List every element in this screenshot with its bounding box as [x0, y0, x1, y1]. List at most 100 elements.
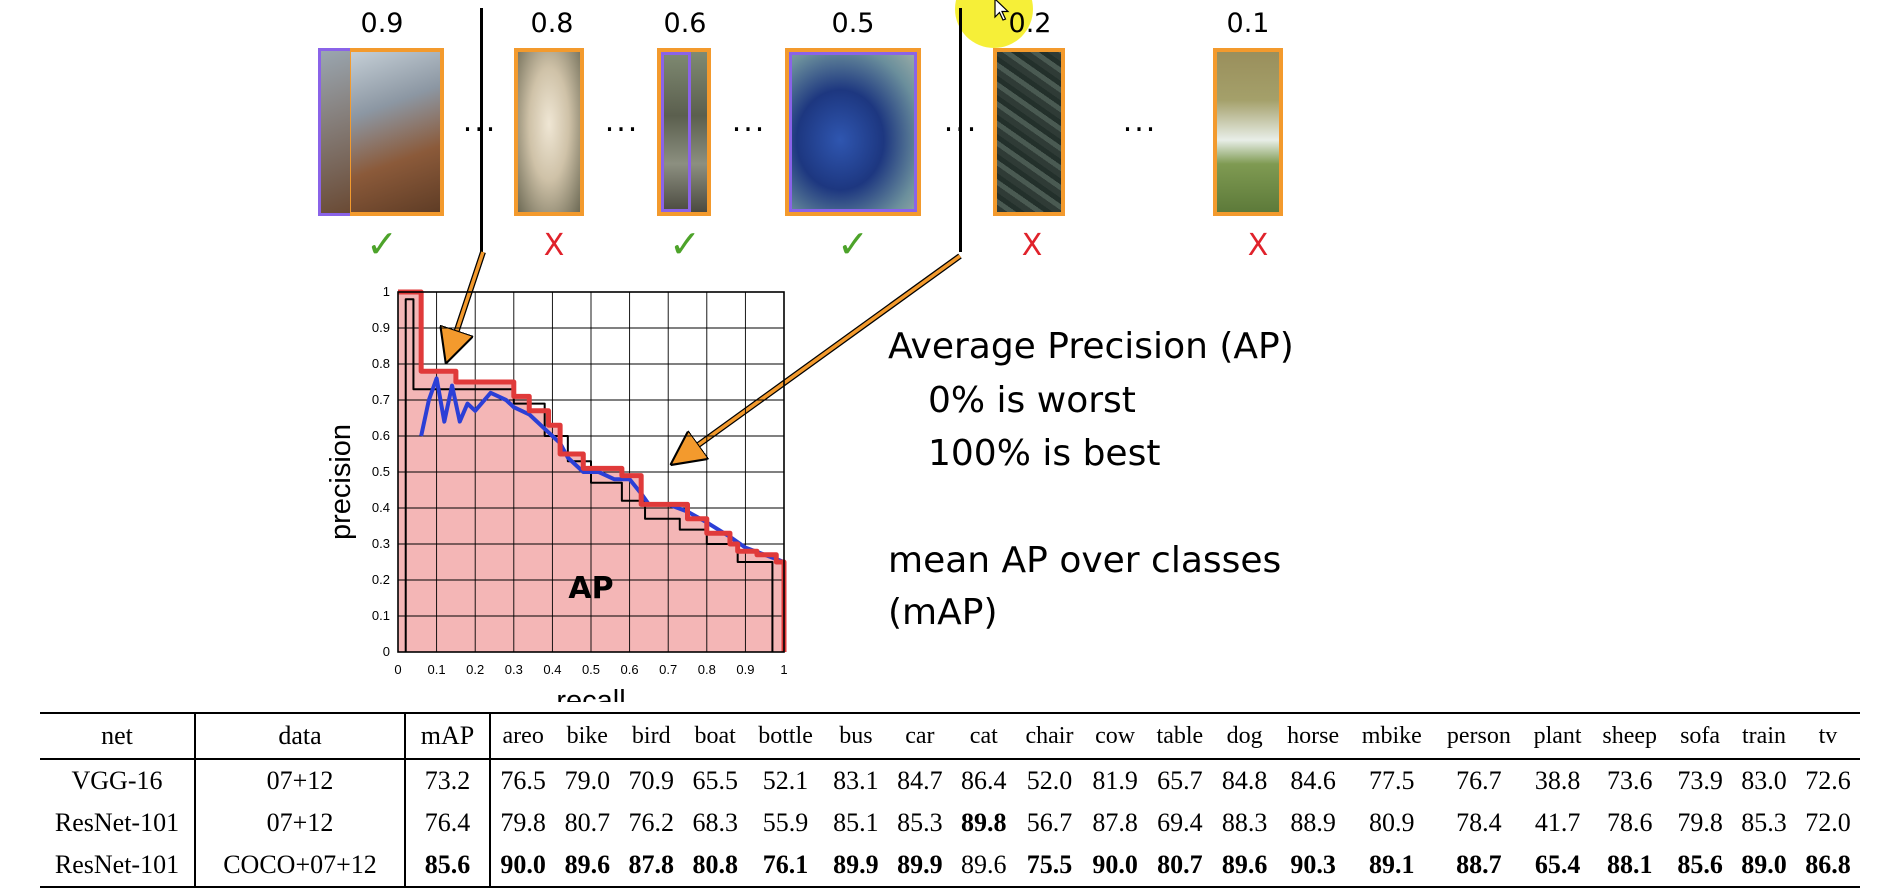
- cell-data: 07+12: [194, 802, 405, 844]
- ellipsis: ...: [1122, 104, 1158, 139]
- x-tick-label: 0.2: [466, 662, 484, 677]
- column-header-mbike: mbike: [1361, 722, 1422, 749]
- ap-best-note: 100% is best: [928, 433, 1161, 474]
- cell-score: 88.9: [1290, 808, 1336, 837]
- detection-thumbnail-motorbike: [785, 48, 921, 216]
- cell-score: 87.8: [1092, 808, 1138, 837]
- x-tick-label: 0.4: [543, 662, 561, 677]
- cell-score: 79.8: [488, 802, 556, 844]
- y-tick-label: 0: [383, 644, 390, 659]
- y-tick-label: 0.6: [372, 428, 390, 443]
- cell-score: 38.8: [1534, 766, 1581, 795]
- ap-area-label: AP: [568, 571, 613, 606]
- cell-score: 85.6: [1677, 850, 1723, 879]
- cell-score: 84.7: [897, 766, 943, 795]
- cell-score: 89.8: [961, 808, 1007, 837]
- cell-score: 88.3: [1221, 808, 1268, 837]
- cell-score: 86.8: [1805, 850, 1851, 879]
- cell-score: 41.7: [1534, 808, 1581, 837]
- threshold-line: [480, 8, 483, 252]
- detection-score: 0.6: [663, 8, 707, 39]
- y-tick-label: 0.1: [372, 608, 390, 623]
- cell-score: 85.1: [833, 808, 879, 837]
- x-tick-label: 0.8: [698, 662, 716, 677]
- cell-score: 90.0: [488, 844, 556, 887]
- cell-score: 72.6: [1805, 766, 1851, 795]
- x-tick-label: 0.9: [736, 662, 754, 677]
- cell-score: 65.5: [692, 766, 738, 795]
- wrong-x-icon: X: [543, 228, 565, 263]
- ground-truth-box: [318, 48, 350, 216]
- detection-score: 0.2: [1008, 8, 1052, 39]
- cell-score: 76.7: [1456, 766, 1502, 795]
- cell-score: 75.5: [1026, 850, 1073, 879]
- cell-net: ResNet-101: [54, 808, 180, 837]
- column-header-car: car: [905, 722, 935, 749]
- cell-data: 07+12: [194, 759, 405, 802]
- cell-score: 65.4: [1534, 850, 1581, 879]
- threshold-line: [959, 8, 962, 252]
- detection-thumbnail-person: [657, 48, 711, 216]
- detection-thumbnail-foliage: [993, 48, 1065, 216]
- cell-score: 76.2: [628, 808, 675, 837]
- table-header-row: net data mAP areo bike bird boat bottle bus car ca…: [40, 713, 1860, 759]
- column-header-table: table: [1156, 722, 1204, 749]
- cell-score: 86.4: [961, 766, 1007, 795]
- ap-title: Average Precision (AP): [888, 326, 1294, 367]
- column-header-plant: plant: [1533, 722, 1582, 749]
- cell-map: 76.4: [404, 802, 490, 844]
- cell-score: 55.9: [762, 808, 809, 837]
- cell-data: COCO+07+12: [194, 844, 405, 887]
- column-header-train: train: [1742, 722, 1786, 749]
- cell-score: 84.8: [1221, 766, 1268, 795]
- y-tick-label: 0.5: [372, 464, 390, 479]
- cell-score: 78.4: [1456, 808, 1502, 837]
- series-interpolated-precision-line: [398, 289, 787, 652]
- cell-score: 89.9: [897, 850, 943, 879]
- cell-score: 90.3: [1290, 850, 1336, 879]
- mouse-pointer-icon: [994, 0, 1010, 21]
- cell-score: 80.7: [1157, 850, 1203, 879]
- correct-check-icon: ✓: [366, 222, 398, 266]
- cell-score: 72.0: [1805, 808, 1851, 837]
- detection-score: 0.8: [530, 8, 574, 39]
- y-tick-label: 0.9: [372, 320, 390, 335]
- column-header-bike: bike: [566, 722, 608, 749]
- cell-score: 73.9: [1677, 766, 1723, 795]
- cell-score: 89.9: [833, 850, 879, 879]
- cell-score: 88.1: [1606, 850, 1653, 879]
- results-table: net data mAP areo bike bird boat bottle bus car ca…: [40, 712, 1860, 888]
- table-row: ResNet-101 COCO+07+12 85.6 90.0 89.6 87.8 80.8…: [40, 844, 1860, 887]
- column-header-data: data: [194, 713, 405, 759]
- ellipsis: ...: [604, 104, 640, 139]
- cell-score: 83.0: [1741, 766, 1787, 795]
- table-row: ResNet-101 07+12 76.4 79.8 80.7 76.2 68.3 55.9 8…: [40, 802, 1860, 844]
- table-row: VGG-16 07+12 73.2 76.5 79.0 70.9 65.5 52.1 83.1 8…: [40, 759, 1860, 802]
- ap-worst-note: 0% is worst: [928, 380, 1136, 421]
- cell-net: VGG-16: [71, 766, 163, 795]
- cell-score: 76.5: [488, 759, 556, 802]
- column-header-areo: areo: [488, 713, 556, 759]
- x-tick-label: 0.5: [582, 662, 600, 677]
- cell-score: 89.6: [961, 850, 1007, 879]
- column-header-bus: bus: [839, 722, 873, 749]
- cell-score: 89.0: [1741, 850, 1787, 879]
- column-header-cow: cow: [1095, 722, 1136, 749]
- detection-score: 0.5: [831, 8, 875, 39]
- cell-score: 56.7: [1026, 808, 1073, 837]
- cell-score: 68.3: [692, 808, 738, 837]
- wrong-x-icon: X: [1021, 228, 1043, 263]
- correct-check-icon: ✓: [837, 222, 869, 266]
- x-tick-label: 1: [780, 662, 787, 677]
- cell-score: 79.8: [1677, 808, 1723, 837]
- map-note-line1: mean AP over classes: [888, 540, 1282, 581]
- cell-net: ResNet-101: [54, 850, 180, 879]
- cell-score: 77.5: [1369, 766, 1415, 795]
- x-tick-label: 0: [394, 662, 401, 677]
- cell-score: 89.6: [1221, 850, 1268, 879]
- cell-score: 80.7: [564, 808, 611, 837]
- cell-score: 89.1: [1369, 850, 1415, 879]
- column-header-sheep: sheep: [1602, 722, 1658, 749]
- column-header-bird: bird: [631, 722, 671, 749]
- cell-score: 87.8: [628, 850, 675, 879]
